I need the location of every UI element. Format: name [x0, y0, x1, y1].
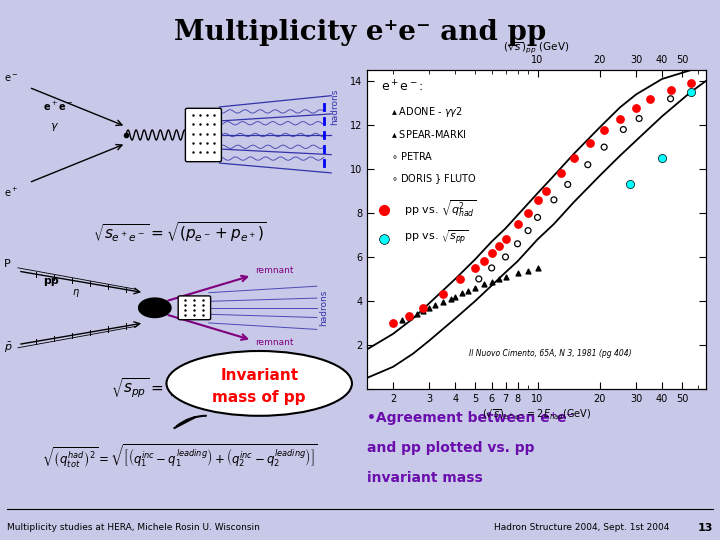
Point: [469, 284, 481, 292]
Text: Hadron Structure 2004, Sept. 1st 2004: Hadron Structure 2004, Sept. 1st 2004: [494, 523, 670, 532]
Point: [512, 220, 523, 228]
Point: [685, 88, 696, 97]
Point: [423, 303, 435, 312]
Point: [486, 248, 498, 257]
Text: remnant: remnant: [256, 338, 294, 347]
Circle shape: [138, 298, 171, 318]
Point: [540, 187, 552, 195]
Point: [665, 86, 676, 94]
Point: [411, 310, 423, 319]
Point: [685, 79, 696, 87]
Text: pp: pp: [43, 276, 59, 286]
Point: [562, 180, 574, 189]
Text: $\blacktriangle$ ADONE - $\gamma\gamma$2: $\blacktriangle$ ADONE - $\gamma\gamma$2: [391, 105, 463, 119]
Text: hadrons: hadrons: [320, 289, 328, 326]
Point: [493, 275, 505, 284]
X-axis label: $(\sqrt{s})_{pp}\ (\rm GeV)$: $(\sqrt{s})_{pp}\ (\rm GeV)$: [503, 41, 570, 56]
Text: $\sqrt{\left(q^{had}_{tot}\right)^2} = \sqrt{\left[\left(q^{inc}_1 - q^{leading}: $\sqrt{\left(q^{had}_{tot}\right)^2} = \…: [42, 442, 318, 470]
Point: [486, 277, 498, 286]
Text: e$^+$e$^-$: e$^+$e$^-$: [43, 100, 73, 113]
Point: [512, 269, 523, 278]
Text: e$^+$e$^-$:: e$^+$e$^-$:: [381, 80, 423, 95]
Point: [478, 257, 490, 266]
Point: [486, 264, 498, 272]
Text: mass of pp: mass of pp: [212, 390, 306, 406]
FancyBboxPatch shape: [186, 109, 222, 161]
Point: [624, 180, 636, 189]
Point: [665, 94, 676, 103]
Text: $\sqrt{s_{e^+e^-}} = \sqrt{(p_{e^-} + p_{e^+})}$: $\sqrt{s_{e^+e^-}} = \sqrt{(p_{e^-} + p_…: [93, 220, 267, 244]
Text: invariant mass: invariant mass: [367, 471, 483, 485]
Point: [387, 319, 399, 327]
Point: [462, 287, 474, 295]
Text: P: P: [4, 259, 10, 269]
Point: [387, 319, 399, 327]
Text: pp vs. $\sqrt{s_{pp}}$: pp vs. $\sqrt{s_{pp}}$: [405, 228, 469, 247]
Point: [598, 143, 610, 151]
Text: •Agreement between e⁺e⁻: •Agreement between e⁺e⁻: [367, 411, 574, 425]
Text: remnant: remnant: [256, 266, 294, 275]
Point: [429, 301, 441, 309]
Point: [454, 275, 465, 284]
Point: [618, 125, 629, 134]
Point: [418, 303, 429, 312]
Point: [614, 114, 626, 123]
Point: [522, 208, 534, 217]
Text: hadrons: hadrons: [330, 89, 339, 125]
Text: $\sqrt{s_{pp}} = \sqrt{(p_p + p_{\bar{p}})}$: $\sqrt{s_{pp}} = \sqrt{(p_p + p_{\bar{p}…: [112, 373, 248, 400]
Text: $\circ$ PETRA: $\circ$ PETRA: [391, 150, 433, 162]
Point: [404, 313, 415, 322]
Point: [493, 242, 505, 251]
Text: $\bar{p}$: $\bar{p}$: [4, 341, 12, 355]
Point: [555, 169, 567, 178]
Point: [634, 114, 645, 123]
Text: and pp plotted vs. pp: and pp plotted vs. pp: [367, 441, 534, 455]
Point: [532, 195, 544, 204]
Point: [568, 154, 580, 163]
Point: [512, 239, 523, 248]
Point: [500, 235, 511, 244]
Point: [500, 253, 511, 261]
Text: pp vs. $\sqrt{q^2_{had}}$: pp vs. $\sqrt{q^2_{had}}$: [405, 199, 477, 219]
Point: [656, 154, 667, 163]
Point: [438, 298, 449, 306]
Point: [644, 94, 656, 103]
Point: [500, 272, 511, 281]
Point: [473, 275, 485, 284]
Point: [522, 226, 534, 235]
Text: $\circ$ DORIS $\}$ FLUTO: $\circ$ DORIS $\}$ FLUTO: [391, 172, 477, 186]
Text: $\gamma$: $\gamma$: [50, 122, 60, 133]
Point: [598, 125, 610, 134]
Text: Multiplicity e⁺e⁻ and pp: Multiplicity e⁺e⁻ and pp: [174, 19, 546, 46]
Text: Invariant: Invariant: [220, 368, 298, 383]
Text: $\blacktriangle$ SPEAR-MARKI: $\blacktriangle$ SPEAR-MARKI: [391, 127, 467, 139]
Point: [532, 264, 544, 272]
Point: [548, 195, 559, 204]
Point: [456, 289, 467, 298]
Point: [582, 160, 593, 169]
Text: 13: 13: [698, 523, 713, 533]
Point: [585, 138, 596, 147]
Point: [478, 280, 490, 289]
X-axis label: $(\sqrt{s})_{e^+e^-} = 2E_{had}({\rm GeV})$: $(\sqrt{s})_{e^+e^-} = 2E_{had}({\rm GeV…: [482, 408, 591, 422]
Point: [404, 312, 415, 321]
Text: Multiplicity studies at HERA, Michele Rosin U. Wisconsin: Multiplicity studies at HERA, Michele Ro…: [7, 523, 260, 532]
Text: Il Nuovo Cimento, 65A, N 3, 1981 (pg 404): Il Nuovo Cimento, 65A, N 3, 1981 (pg 404…: [469, 349, 631, 358]
Point: [631, 103, 642, 112]
Point: [522, 266, 534, 275]
Point: [449, 292, 461, 301]
Point: [445, 294, 456, 303]
Point: [532, 213, 544, 222]
Text: $\eta$: $\eta$: [72, 287, 80, 299]
Point: [469, 264, 481, 272]
Text: e$^+$: e$^+$: [4, 186, 18, 199]
Text: e$^-$: e$^-$: [4, 73, 18, 84]
Point: [438, 290, 449, 299]
FancyBboxPatch shape: [179, 296, 211, 320]
Ellipse shape: [166, 351, 352, 416]
Point: [418, 307, 429, 315]
Point: [396, 315, 408, 324]
